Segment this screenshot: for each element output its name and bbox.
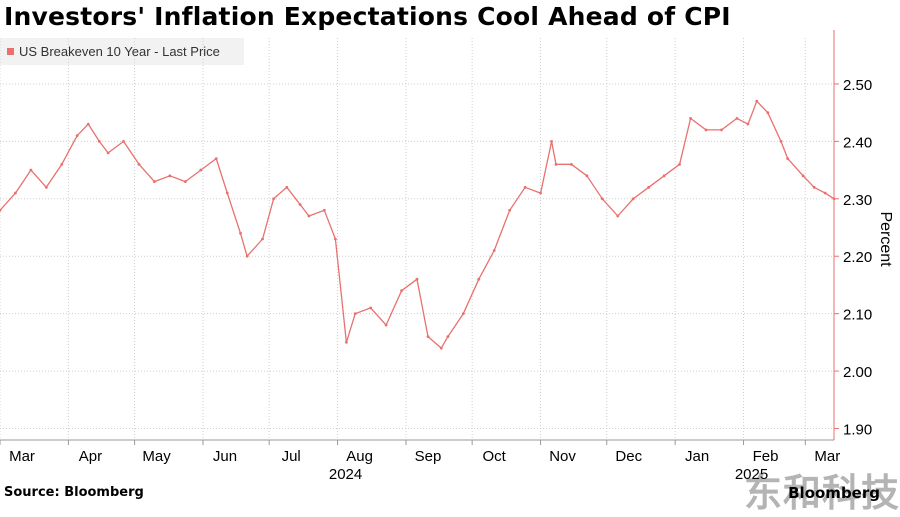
data-point [720,128,723,132]
data-point [44,185,48,189]
year-label: 2025 [735,466,768,483]
data-point [704,128,708,132]
data-point [214,157,218,161]
legend-label: US Breakeven 10 Year - Last Price [19,44,220,59]
data-point [755,99,759,103]
data-point [183,180,187,183]
data-point [801,174,805,178]
data-point [298,203,302,206]
data-point [689,117,692,120]
data-point [492,249,496,252]
data-point [766,111,770,115]
data-point [168,174,172,178]
data-point [779,139,783,143]
data-point [539,191,542,195]
source-label: Source: Bloomberg [4,485,144,500]
data-point [585,174,589,178]
data-point [353,312,357,316]
data-point [153,180,156,183]
data-point [199,168,203,172]
legend-swatch-icon [7,48,14,55]
y-axis-label: Percent [877,211,894,267]
data-point [570,162,573,166]
data-point [60,162,64,166]
data-point [461,312,465,316]
data-point [735,117,739,120]
data-point [285,185,289,189]
x-tick-label: Feb [753,448,779,465]
axis-layer: 1.90 2.00 2.10 2.20 2.30 2.40 2.50 Mar Apr May Jun… [0,30,894,483]
y-tick-label: 2.10 [843,307,872,324]
data-point [600,197,604,201]
data-point [554,162,558,166]
data-point [272,197,275,201]
data-point [0,208,2,212]
data-point [29,168,33,172]
data-point [106,151,110,155]
data-point [86,122,90,126]
y-tick-label: 2.00 [843,364,872,381]
data-point [746,122,750,126]
x-tick-label: Apr [79,448,102,465]
data-point [616,214,620,218]
data-point [307,214,311,218]
brand-label: Bloomberg [788,484,880,502]
data-point [225,191,229,195]
data-point [344,340,348,344]
data-point [446,335,450,339]
data-point [137,162,141,166]
y-tick-label: 2.20 [843,249,872,266]
x-tick-label: Sep [415,448,442,465]
series-line [0,100,835,349]
data-point [523,185,527,189]
data-point [823,191,827,195]
chart-title: Investors' Inflation Expectations Cool A… [4,2,731,31]
x-tick-label: Mar [9,448,35,465]
y-tick-label: 1.90 [843,422,872,439]
x-tick-label: Jun [213,448,237,465]
series-layer [0,99,836,350]
data-point [631,197,635,201]
x-tick-label: Jan [685,448,709,465]
data-point [477,277,481,281]
data-point [97,139,101,143]
data-point [369,306,373,310]
data-point [239,231,242,235]
x-tick-label: May [142,448,171,465]
grid-layer [0,38,834,440]
x-tick-label: Dec [615,448,642,465]
data-point [439,346,443,350]
data-point [400,289,403,293]
x-tick-label: Aug [346,448,373,465]
x-tick-label: Oct [482,448,506,465]
chart-plot: 1.90 2.00 2.10 2.20 2.30 2.40 2.50 Mar Apr May Jun… [0,30,894,483]
data-point [333,237,337,241]
data-point [415,277,419,281]
data-point [678,162,681,166]
data-point [384,323,388,327]
data-point [75,134,79,138]
data-point [786,157,790,161]
data-point [261,237,264,241]
chart-legend: US Breakeven 10 Year - Last Price [0,38,244,65]
data-point [322,208,326,212]
y-tick-label: 2.30 [843,192,872,209]
x-tick-label: Jul [282,448,301,465]
y-tick-label: 2.40 [843,134,872,151]
x-tick-label: Nov [549,448,576,465]
year-label: 2024 [329,466,362,483]
data-point [812,185,816,189]
data-point [122,139,125,143]
data-point [647,185,651,189]
data-point [550,139,553,143]
data-point [14,191,17,195]
data-point [662,174,666,178]
data-point [426,335,430,339]
x-tick-label: Mar [814,448,840,465]
y-tick-label: 2.50 [843,77,872,94]
data-point [508,208,512,212]
data-point [245,254,249,258]
